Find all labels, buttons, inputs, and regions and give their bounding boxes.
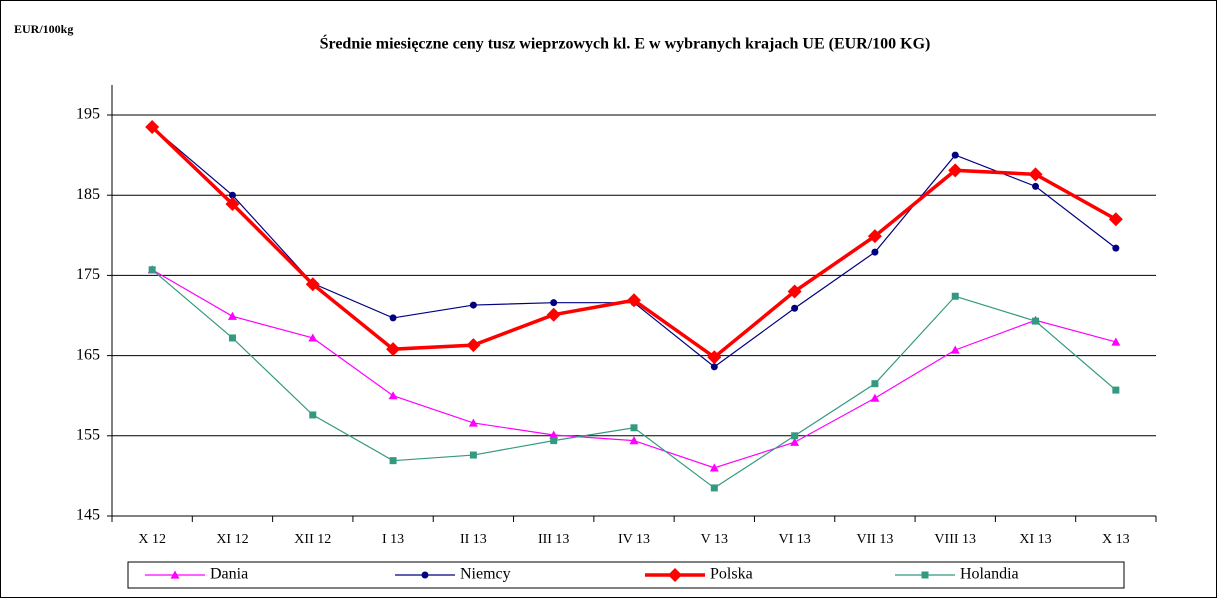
marker	[170, 570, 180, 579]
x-tick-label: III 13	[538, 532, 570, 547]
y-tick-label: 195	[76, 106, 100, 123]
marker	[389, 314, 397, 322]
y-axis-label: EUR/100kg	[14, 22, 73, 36]
marker	[707, 350, 722, 365]
legend-label: Dania	[210, 566, 248, 583]
legend-label: Polska	[710, 566, 753, 583]
x-tick-label: VI 13	[778, 532, 810, 547]
marker	[1108, 212, 1123, 227]
marker	[468, 418, 478, 427]
x-tick-label: XI 12	[216, 532, 248, 547]
legend-box	[127, 561, 1125, 589]
marker	[950, 345, 960, 354]
y-tick-label: 155	[76, 426, 100, 443]
marker	[951, 292, 959, 300]
legend-label: Niemcy	[460, 566, 511, 583]
x-tick-label: I 13	[382, 532, 404, 547]
marker	[228, 191, 236, 199]
marker	[871, 248, 879, 256]
marker	[386, 342, 401, 357]
marker	[466, 338, 481, 353]
marker	[709, 463, 719, 472]
marker	[549, 430, 559, 439]
marker	[627, 293, 641, 308]
marker	[227, 311, 237, 320]
marker	[1111, 337, 1121, 346]
marker	[1112, 386, 1120, 394]
marker	[389, 457, 397, 465]
marker	[1032, 317, 1040, 325]
marker	[308, 333, 318, 342]
marker	[710, 363, 718, 371]
x-tick-label: VIII 13	[934, 532, 976, 547]
marker	[546, 307, 561, 322]
marker	[148, 266, 156, 274]
x-tick-label: II 13	[460, 532, 487, 547]
y-tick-label: 185	[76, 186, 100, 203]
marker	[225, 197, 240, 212]
marker	[1032, 182, 1040, 190]
marker	[388, 391, 398, 400]
marker	[791, 304, 799, 312]
x-tick-label: XII 12	[294, 532, 331, 547]
marker	[948, 163, 963, 178]
marker	[305, 277, 320, 292]
marker	[469, 301, 477, 309]
x-tick-label: IV 13	[618, 532, 650, 547]
marker	[550, 299, 558, 307]
marker	[145, 120, 160, 135]
marker	[870, 393, 880, 402]
y-tick-label: 165	[76, 346, 100, 363]
legend-label: Holandia	[960, 566, 1019, 583]
marker	[421, 571, 429, 579]
marker	[309, 411, 317, 419]
marker	[550, 437, 558, 445]
y-tick-label: 145	[76, 507, 100, 524]
marker	[1112, 244, 1120, 252]
x-tick-label: VII 13	[856, 532, 893, 547]
marker	[791, 432, 799, 440]
marker	[710, 484, 718, 492]
chart-title: Średnie miesięczne ceny tusz wieprzowych…	[320, 34, 931, 53]
marker	[951, 151, 959, 159]
marker	[469, 451, 477, 459]
x-tick-label: X 13	[1102, 532, 1130, 547]
marker	[871, 380, 879, 388]
marker	[867, 229, 882, 244]
y-tick-label: 175	[76, 266, 100, 283]
marker	[630, 424, 638, 432]
x-tick-label: XI 13	[1019, 532, 1051, 547]
marker	[1028, 167, 1043, 182]
x-tick-label: V 13	[701, 532, 728, 547]
marker	[228, 334, 236, 342]
marker	[668, 568, 682, 582]
marker	[787, 284, 802, 299]
marker	[921, 571, 929, 579]
x-tick-label: X 12	[138, 532, 166, 547]
marker	[629, 436, 639, 445]
marker	[790, 437, 800, 446]
